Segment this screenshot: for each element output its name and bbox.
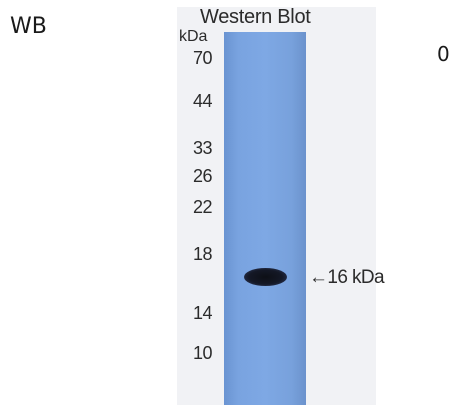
blot-lane	[224, 32, 306, 405]
blot-title: Western Blot	[200, 6, 311, 28]
marker-22: 22	[193, 197, 213, 217]
assay-label: WB	[10, 14, 47, 39]
marker-44: 44	[193, 91, 213, 111]
marker-14: 14	[193, 303, 213, 323]
marker-10: 10	[193, 343, 213, 363]
marker-18: 18	[193, 244, 213, 264]
marker-70: 70	[193, 48, 213, 68]
panel-number: 0	[437, 42, 450, 66]
kda-unit-label: kDa	[179, 28, 208, 45]
protein-band	[244, 268, 287, 286]
marker-33: 33	[193, 138, 213, 158]
band-size-annotation: ←16 kDa	[309, 267, 385, 288]
marker-26: 26	[193, 166, 213, 186]
